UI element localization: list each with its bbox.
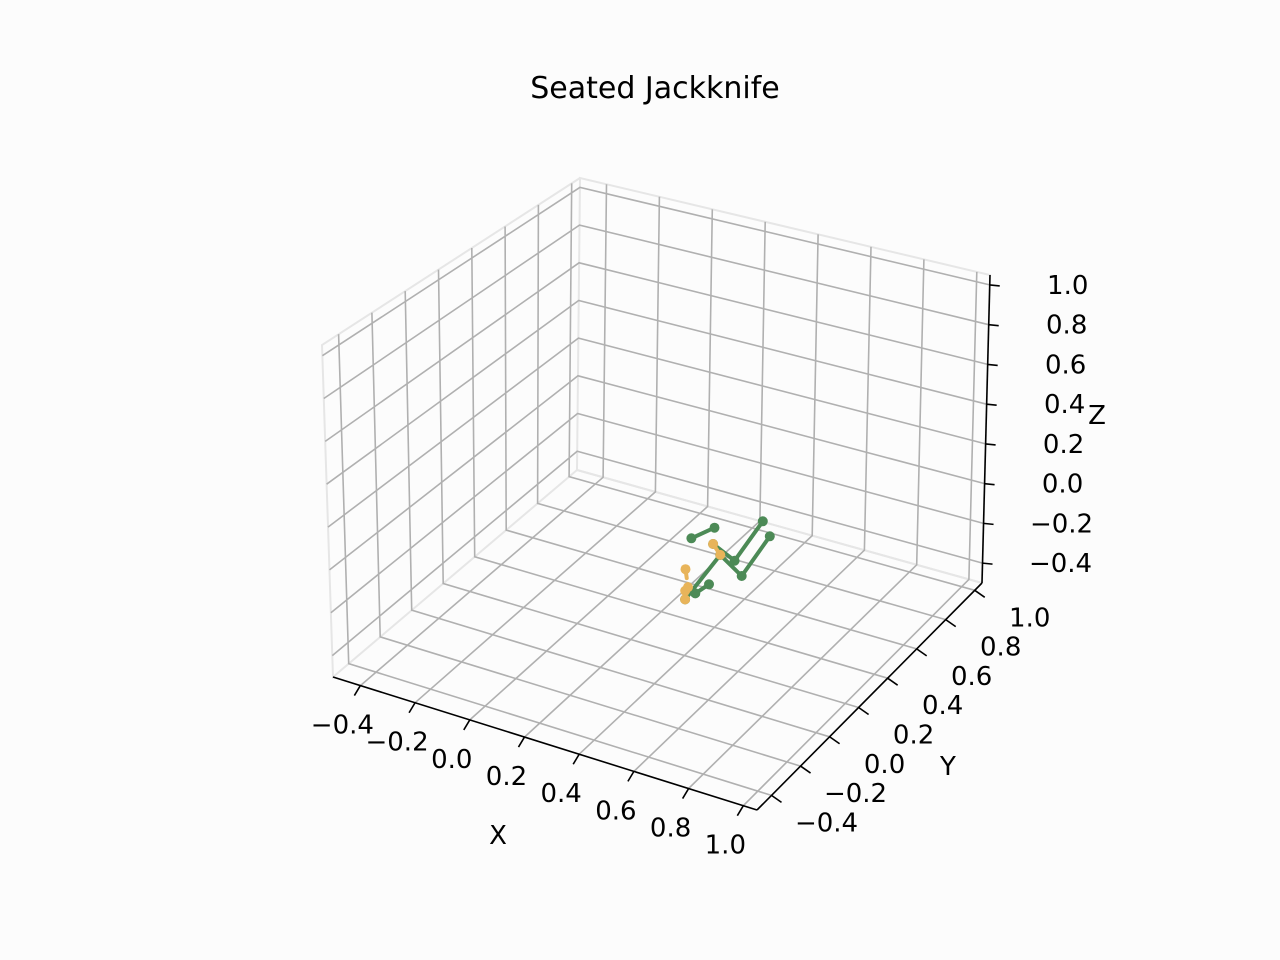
- x-tick-label-3: 0.2: [486, 762, 527, 792]
- x-tick-label-0: −0.4: [311, 711, 374, 741]
- y-tick-label-5: 0.6: [951, 662, 992, 692]
- y-tick-mark-1: [800, 765, 812, 774]
- y-tick-mark-6: [945, 618, 957, 628]
- z-tick-mark-4: [986, 403, 997, 406]
- y-tick-mark-4: [887, 677, 899, 686]
- joint-2-1: [736, 571, 747, 581]
- z-tick-label-2: 0.0: [1042, 470, 1083, 500]
- z-tick-mark-6: [988, 323, 999, 327]
- z-tick-mark-3: [985, 443, 996, 446]
- z-axis-label: Z: [1088, 401, 1106, 431]
- y-gridline-3: [437, 269, 859, 709]
- x-tick-label-2: 0.0: [431, 745, 472, 775]
- joint-7-0: [680, 585, 691, 596]
- x-gridline-4: [578, 234, 819, 755]
- z-tick-mark-2: [984, 482, 995, 486]
- z-tick-mark-0: [982, 562, 993, 565]
- z-tick-mark-7: [989, 284, 1000, 287]
- z-tick-mark-1: [983, 522, 994, 526]
- y-gridline-2: [404, 291, 830, 738]
- y-tick-mark-0: [771, 794, 782, 804]
- z-tick-label-3: 0.2: [1043, 430, 1084, 460]
- z-gridline-6: [323, 224, 989, 400]
- x-gridline-7: [742, 271, 978, 807]
- axes: −0.4−0.20.00.20.40.60.81.0−0.4−0.20.00.2…: [311, 271, 1093, 861]
- x-gridline-5: [633, 246, 872, 772]
- x-tick-mark-0: [353, 685, 362, 696]
- joint-4-1: [704, 579, 714, 590]
- left-pane-edge: [320, 177, 581, 680]
- x-tick-mark-2: [463, 719, 471, 731]
- x-tick-mark-7: [736, 805, 745, 817]
- z-tick-label-5: 0.6: [1045, 350, 1086, 380]
- x-tick-label-4: 0.4: [541, 779, 582, 809]
- z-tick-label-0: −0.4: [1029, 549, 1092, 579]
- y-gridline-4: [471, 247, 888, 679]
- y-gridline-5: [504, 226, 917, 650]
- joint-5-1: [715, 549, 726, 560]
- data-layer: [680, 516, 775, 605]
- x-gridline-1: [414, 196, 661, 704]
- x-tick-label-7: 1.0: [705, 831, 746, 861]
- x-tick-label-5: 0.6: [595, 796, 636, 826]
- z-tick-label-6: 0.8: [1046, 311, 1087, 341]
- x-axis-label: X: [489, 821, 507, 851]
- joint-1-0: [686, 533, 697, 544]
- y-axis-line: [756, 582, 983, 811]
- y-tick-label-6: 0.8: [980, 633, 1021, 663]
- x-tick-mark-4: [572, 753, 580, 765]
- y-tick-mark-5: [916, 648, 928, 657]
- z-tick-label-4: 0.4: [1044, 390, 1085, 420]
- gridlines: [321, 183, 990, 807]
- y-tick-mark-2: [829, 736, 841, 745]
- joint-1-1: [709, 522, 720, 533]
- y-gridline-7: [568, 183, 975, 592]
- z-tick-label-7: 1.0: [1047, 271, 1088, 301]
- joint-2-2: [764, 531, 775, 542]
- y-tick-label-0: −0.4: [795, 808, 858, 838]
- y-gridline-1: [371, 312, 801, 767]
- x-tick-label-6: 0.8: [650, 814, 691, 844]
- z-tick-label-1: −0.2: [1030, 509, 1093, 539]
- z-gridline-0: [331, 450, 983, 657]
- z-axis-line: [981, 274, 991, 584]
- x-tick-mark-1: [408, 702, 416, 714]
- joint-0-2: [757, 516, 768, 527]
- y-tick-label-7: 1.0: [1009, 603, 1050, 633]
- y-gridline-6: [536, 204, 946, 621]
- z-gridline-5: [324, 261, 988, 443]
- z-tick-mark-5: [987, 363, 998, 367]
- floor-pane-edge: [576, 469, 983, 584]
- x-gridline-0: [359, 184, 608, 687]
- y-tick-label-4: 0.4: [922, 691, 963, 721]
- z-gridline-7: [321, 186, 990, 357]
- z-gridline-3: [327, 337, 986, 528]
- y-tick-label-3: 0.2: [893, 720, 934, 750]
- x-tick-mark-3: [517, 736, 526, 748]
- y-tick-mark-7: [974, 589, 986, 598]
- y-tick-label-1: −0.2: [824, 779, 887, 809]
- joint-7-1: [680, 594, 691, 605]
- joint-5-0: [708, 539, 719, 549]
- x-tick-mark-5: [627, 770, 635, 782]
- z-gridline-2: [329, 374, 985, 571]
- x-tick-label-1: −0.2: [365, 728, 428, 758]
- y-gridline-0: [337, 334, 772, 797]
- y-tick-label-2: 0.0: [864, 750, 905, 780]
- joint-0-1: [729, 555, 740, 566]
- chart-title: Seated Jackknife: [530, 71, 780, 106]
- x-axis-line: [332, 676, 758, 811]
- y-axis-label: Y: [939, 752, 956, 782]
- x-tick-mark-6: [681, 788, 690, 799]
- joint-4-0: [690, 588, 701, 599]
- joint-6-0: [680, 564, 691, 575]
- y-tick-mark-3: [858, 706, 870, 716]
- z-gridline-4: [326, 299, 987, 485]
- x-gridline-6: [688, 259, 925, 790]
- z-gridline-1: [330, 412, 984, 614]
- x-gridline-2: [469, 209, 714, 721]
